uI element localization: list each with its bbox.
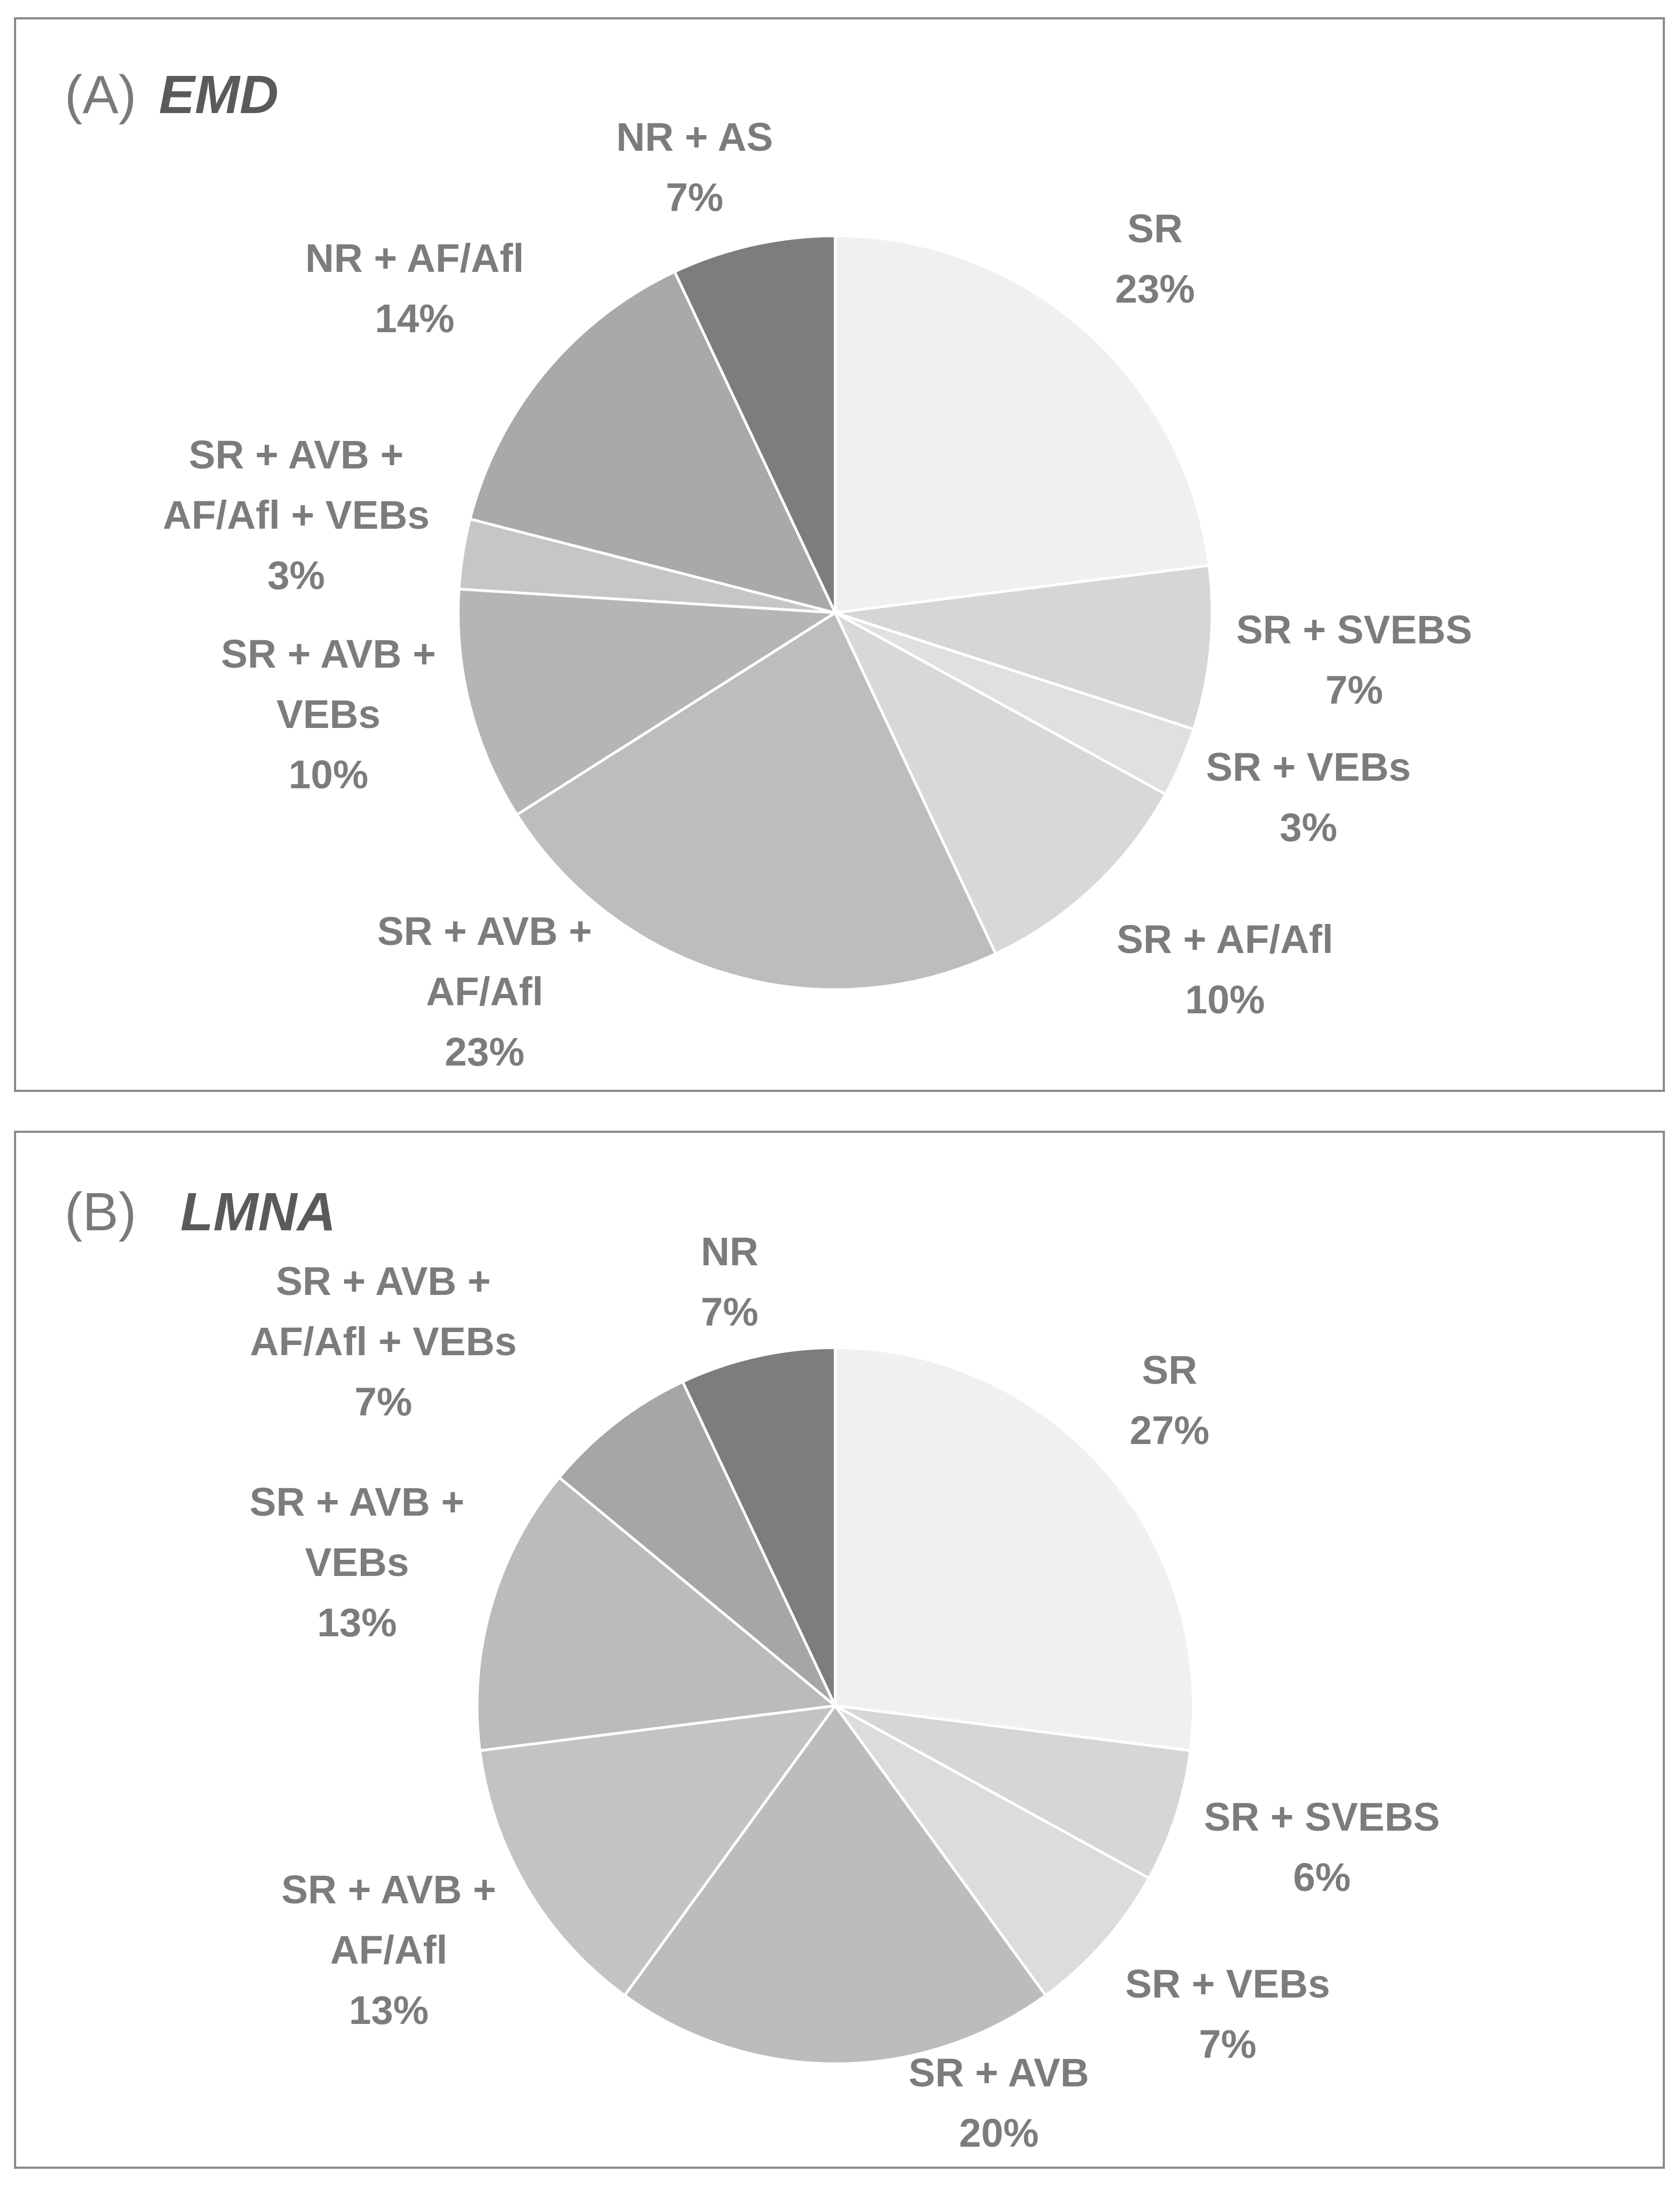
pie-b-label-0: SR 27% — [1130, 1348, 1209, 1453]
pie-b-label-0-percent: 27% — [1130, 1408, 1209, 1453]
pie-b-slice-3 — [623, 1704, 1047, 2065]
pie-b-label-1-line-0: SR + SVEBS — [1204, 1795, 1440, 1839]
pie-a-label-7-line-0: NR + AF/Afl — [305, 236, 524, 281]
pie-a-label-3-percent: 10% — [1185, 977, 1265, 1022]
pie-b-slice-0 — [834, 1346, 1195, 1752]
pie-b-label-5-line-0: SR + AVB + — [250, 1480, 465, 1524]
pie-a-label-2-percent: 3% — [1280, 805, 1338, 850]
pie-b-slices — [475, 1346, 1195, 2065]
pie-a-label-3: SR + AF/Afl 10% — [1117, 917, 1333, 1022]
panel-b-letter: (B) — [65, 1182, 136, 1242]
pie-b-labels: SR 27%SR + SVEBS 6%SR + VEBs 7%SR + AVB 20%S… — [250, 1229, 1440, 2155]
pie-a-label-1-percent: 7% — [1326, 668, 1383, 712]
pie-a-label-4-percent: 23% — [445, 1029, 524, 1074]
pie-a-label-5-line-0: SR + AVB + — [221, 632, 436, 676]
pie-b-label-6-line-0: SR + AVB + — [276, 1259, 491, 1304]
pie-b-label-2-line-0: SR + VEBs — [1125, 1961, 1330, 2006]
pie-b-label-3-percent: 20% — [959, 2111, 1039, 2155]
pie-a-label-1: SR + SVEBS 7% — [1236, 607, 1472, 712]
panel-a-emd: (A) EMD SR 23%SR + SVEBS 7%SR + VEBs 3%SR +… — [14, 17, 1665, 1092]
pie-b-label-4-line-1: AF/Afl — [330, 1928, 447, 1972]
pie-a-label-8: NR + AS 7% — [616, 115, 773, 220]
pie-a-slice-5 — [457, 587, 837, 816]
pie-a-label-4-line-0: SR + AVB + — [377, 909, 592, 954]
pie-b-label-7: NR 7% — [701, 1229, 759, 1334]
pie-b-slice-5 — [475, 1476, 837, 1752]
pie-a-slice-0 — [834, 234, 1210, 614]
pie-b-label-1: SR + SVEBS 6% — [1204, 1795, 1440, 1900]
pie-a-label-6: SR + AVB + AF/Afl + VEBs 3% — [163, 432, 430, 598]
pie-b-slice-2 — [834, 1704, 1151, 1997]
pie-a-label-3-line-0: SR + AF/Afl — [1117, 917, 1333, 962]
pie-a-label-2: SR + VEBs 3% — [1206, 745, 1411, 850]
pie-b-label-4: SR + AVB + AF/Afl 13% — [282, 1867, 496, 2033]
pie-a-slice-8 — [673, 234, 837, 614]
pie-a-slice-1 — [834, 564, 1214, 731]
pie-a-slice-4 — [515, 611, 997, 991]
panel-a-letter: (A) — [65, 65, 136, 125]
pie-a-label-5-line-1: VEBs — [276, 692, 380, 737]
pie-b-label-6-percent: 7% — [355, 1379, 412, 1424]
pie-b-label-3-line-0: SR + AVB — [908, 2050, 1089, 2095]
pie-b-label-3: SR + AVB 20% — [908, 2050, 1089, 2155]
pie-b-label-5-percent: 13% — [317, 1600, 397, 1645]
pie-a-label-1-line-0: SR + SVEBS — [1236, 607, 1472, 652]
pie-b-slice-6 — [558, 1380, 837, 1707]
pie-a-label-8-percent: 7% — [666, 175, 724, 220]
pie-a-labels: SR 23% SR + SVEBS 7% SR + VEBs 3% SR + AF/Afl 1… — [163, 115, 1472, 1074]
pie-a-label-6-percent: 3% — [268, 553, 325, 598]
pie-a-label-0: SR 23% — [1115, 206, 1195, 311]
pie-a-slice-3 — [834, 611, 1167, 955]
pie-b-label-1-percent: 6% — [1293, 1855, 1351, 1900]
pie-b-slice-7 — [681, 1346, 837, 1707]
pie-b-label-6: SR + AVB + AF/Afl + VEBs 7% — [250, 1259, 517, 1424]
pie-a-label-2-line-0: SR + VEBs — [1206, 745, 1411, 789]
pie-a-label-5-percent: 10% — [289, 752, 368, 797]
pie-b-label-4-percent: 13% — [349, 1988, 429, 2033]
pie-a-label-5: SR + AVB + VEBs 10% — [221, 632, 436, 797]
panel-b-lmna: (B) LMNA SR 27%SR + SVEBS 6%SR + VEBs 7%SR … — [14, 1131, 1665, 2169]
pie-b-label-7-line-0: NR — [701, 1229, 759, 1274]
pie-a-slice-7 — [468, 270, 837, 614]
pie-a-label-4: SR + AVB + AF/Afl 23% — [377, 909, 592, 1074]
panel-b-title: LMNA — [180, 1182, 336, 1242]
pie-a-label-7-percent: 14% — [375, 296, 454, 341]
pie-b-label-6-line-1: AF/Afl + VEBs — [250, 1319, 517, 1364]
pie-a-label-6-line-1: AF/Afl + VEBs — [163, 493, 430, 537]
pie-b-label-5: SR + AVB + VEBs 13% — [250, 1480, 465, 1645]
pie-b-slice-4 — [478, 1704, 837, 1997]
pie-a-label-7: NR + AF/Afl 14% — [305, 236, 524, 341]
pie-b-label-5-line-1: VEBs — [305, 1540, 409, 1585]
pie-b-label-7-percent: 7% — [701, 1290, 759, 1334]
pie-a-label-4-line-1: AF/Afl — [426, 969, 543, 1014]
pie-a-slices — [457, 234, 1214, 991]
panel-a-title: EMD — [159, 65, 278, 125]
pie-b-slice-1 — [834, 1704, 1192, 1880]
pie-b-label-2-percent: 7% — [1199, 2022, 1257, 2066]
pie-a-label-0-line-0: SR — [1128, 206, 1183, 251]
pie-b-label-2: SR + VEBs 7% — [1125, 1961, 1330, 2066]
pie-a-label-0-percent: 23% — [1115, 267, 1195, 311]
pie-a-label-8-line-0: NR + AS — [616, 115, 773, 159]
pie-a-label-6-line-0: SR + AVB + — [189, 432, 404, 477]
pie-b-label-4-line-0: SR + AVB + — [282, 1867, 496, 1912]
pie-b-label-0-line-0: SR — [1142, 1348, 1198, 1392]
